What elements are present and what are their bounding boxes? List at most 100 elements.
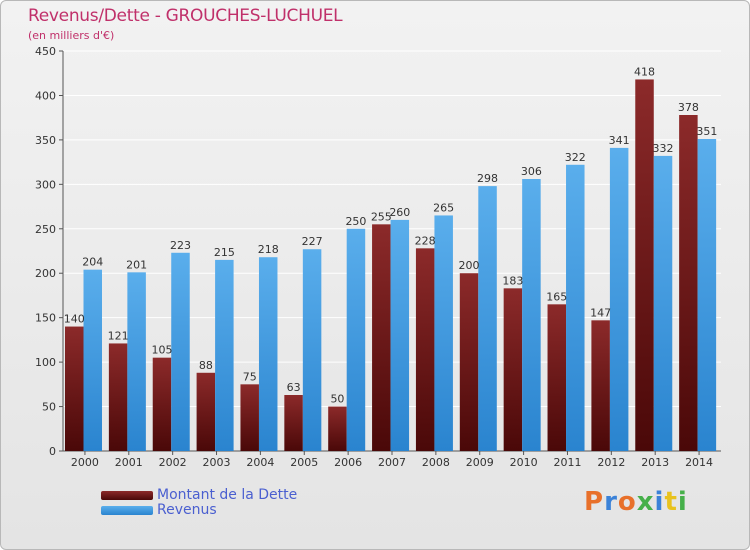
y-tick-label: 300 xyxy=(35,178,56,191)
bar-debt xyxy=(152,357,172,451)
x-tick-label: 2004 xyxy=(246,456,274,469)
x-tick-label: 2014 xyxy=(685,456,713,469)
bar-revenue xyxy=(127,272,146,451)
y-tick-label: 0 xyxy=(49,445,56,458)
data-label: 75 xyxy=(243,370,257,383)
data-label: 255 xyxy=(371,210,392,223)
bar-debt xyxy=(679,115,698,451)
bar-revenue xyxy=(566,164,585,451)
bar-debt xyxy=(459,273,479,451)
bar-debt xyxy=(503,288,523,451)
bar-revenue xyxy=(302,249,322,451)
bar-debt xyxy=(284,395,303,451)
logo-letter: i xyxy=(677,487,688,517)
bar-debt xyxy=(635,79,654,451)
x-tick-label: 2007 xyxy=(378,456,406,469)
data-label: 418 xyxy=(634,65,655,78)
bar-revenue xyxy=(697,139,717,451)
data-label: 140 xyxy=(64,313,85,326)
x-tick-label: 2013 xyxy=(641,456,669,469)
data-label: 227 xyxy=(302,235,323,248)
y-tick-label: 100 xyxy=(35,356,56,369)
y-tick-label: 250 xyxy=(35,223,56,236)
data-label: 260 xyxy=(389,206,410,219)
x-tick-label: 2006 xyxy=(334,456,362,469)
legend-swatch-debt xyxy=(101,491,153,500)
bar-debt xyxy=(240,384,259,451)
proxiti-logo: Proxiti xyxy=(584,487,688,517)
bar-debt xyxy=(372,224,391,451)
x-tick-label: 2010 xyxy=(510,456,538,469)
data-label: 88 xyxy=(199,359,213,372)
bar-debt xyxy=(196,372,216,451)
y-tick-label: 450 xyxy=(35,45,56,58)
x-tick-label: 2009 xyxy=(466,456,494,469)
bar-debt xyxy=(547,304,567,451)
x-tick-label: 2008 xyxy=(422,456,450,469)
x-tick-label: 2002 xyxy=(159,456,187,469)
x-tick-label: 2011 xyxy=(553,456,581,469)
data-label: 215 xyxy=(214,246,235,259)
data-label: 121 xyxy=(108,329,129,342)
data-label: 250 xyxy=(345,215,366,228)
logo-letter: r xyxy=(604,487,618,517)
bar-revenue xyxy=(346,228,366,451)
bar-debt xyxy=(108,343,128,451)
data-label: 105 xyxy=(151,344,172,357)
x-tick-label: 2003 xyxy=(203,456,231,469)
data-label: 341 xyxy=(609,134,630,147)
y-tick-label: 150 xyxy=(35,312,56,325)
bar-debt xyxy=(415,248,435,451)
bar-revenue xyxy=(478,186,497,451)
data-label: 204 xyxy=(82,256,103,269)
y-tick-label: 200 xyxy=(35,267,56,280)
bar-revenue xyxy=(83,269,102,451)
bar-revenue xyxy=(171,252,190,451)
x-tick-label: 2005 xyxy=(290,456,318,469)
data-label: 147 xyxy=(590,306,611,319)
data-label: 183 xyxy=(502,274,523,287)
logo-letter: t xyxy=(664,487,678,517)
legend-label-revenue: Revenus xyxy=(157,502,217,518)
bar-revenue xyxy=(390,219,410,451)
data-label: 200 xyxy=(459,259,480,272)
chart-subtitle: (en milliers d'€) xyxy=(28,29,115,42)
data-label: 298 xyxy=(477,172,498,185)
chart-title: Revenus/Dette - GROUCHES-LUCHUEL xyxy=(28,6,343,26)
y-tick-label: 50 xyxy=(42,401,56,414)
data-label: 218 xyxy=(258,243,279,256)
bar-revenue xyxy=(522,179,541,451)
bar-revenue xyxy=(215,259,234,451)
data-label: 306 xyxy=(521,165,542,178)
bar-revenue xyxy=(653,155,673,451)
bar-revenue xyxy=(434,215,453,451)
logo-letter: o xyxy=(617,487,637,517)
bar-debt xyxy=(65,326,84,451)
data-label: 228 xyxy=(415,234,436,247)
y-tick-label: 350 xyxy=(35,134,56,147)
legend-swatch-revenue xyxy=(101,506,153,515)
x-tick-label: 2000 xyxy=(71,456,99,469)
legend-label-debt: Montant de la Dette xyxy=(157,487,298,503)
bar-debt xyxy=(591,320,610,451)
bar-revenue xyxy=(258,257,278,451)
logo-letter: i xyxy=(654,487,665,517)
bar-debt xyxy=(328,406,347,451)
data-label: 332 xyxy=(653,142,674,155)
data-label: 351 xyxy=(696,125,717,138)
logo-letter: x xyxy=(636,487,655,517)
data-label: 378 xyxy=(678,101,699,114)
logo-letter: P xyxy=(584,487,605,517)
data-label: 165 xyxy=(546,290,567,303)
data-label: 223 xyxy=(170,239,191,252)
data-label: 322 xyxy=(565,151,586,164)
y-tick-label: 400 xyxy=(35,89,56,102)
data-label: 265 xyxy=(433,201,454,214)
data-label: 63 xyxy=(287,381,301,394)
x-tick-label: 2001 xyxy=(115,456,143,469)
data-label: 201 xyxy=(126,258,147,271)
bar-revenue xyxy=(609,147,629,451)
data-label: 50 xyxy=(330,393,344,406)
